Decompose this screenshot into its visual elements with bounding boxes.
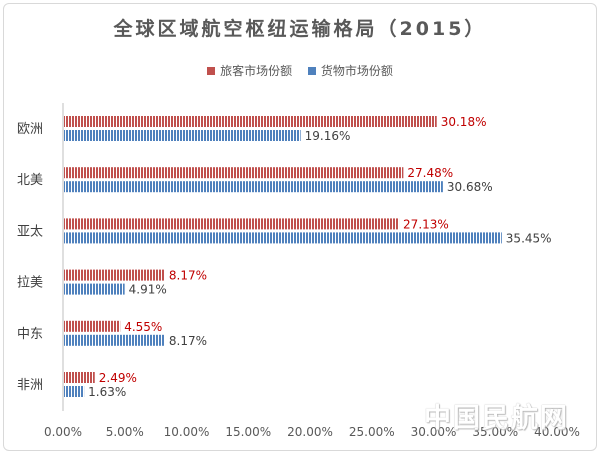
data-label-passenger: 2.49% <box>99 371 137 385</box>
x-tick-label: 5.00% <box>106 425 144 439</box>
data-label-cargo: 30.68% <box>447 180 493 194</box>
bar-passenger <box>64 167 404 179</box>
category-label: 北美 <box>17 173 43 188</box>
data-label-cargo: 19.16% <box>305 129 351 143</box>
bar-passenger <box>64 320 121 332</box>
data-label-passenger: 4.55% <box>124 320 162 334</box>
category-label: 亚太 <box>17 224 43 239</box>
bars-layer <box>64 116 502 397</box>
x-tick-label: 0.00% <box>44 425 82 439</box>
data-label-cargo: 35.45% <box>506 231 552 245</box>
category-label: 中东 <box>17 327 43 342</box>
chart-title: 全球区域航空枢纽运输格局（2015） <box>113 18 487 40</box>
labels-layer: 0.00% 5.00% 10.00% 15.00% 20.00% 25.00% 30.00%… <box>17 115 580 439</box>
data-label-cargo: 8.17% <box>169 334 207 348</box>
bar-cargo <box>64 181 443 193</box>
x-tick-label: 40.00% <box>534 425 580 439</box>
bar-cargo <box>64 334 165 346</box>
x-tick-label: 25.00% <box>349 425 395 439</box>
data-label-passenger: 8.17% <box>169 269 207 283</box>
bar-cargo <box>64 130 301 141</box>
data-label-passenger: 30.18% <box>441 115 487 129</box>
category-label: 非洲 <box>17 378 43 393</box>
legend-item-cargo: 货物市场份额 <box>307 62 393 79</box>
bar-cargo <box>64 283 125 295</box>
watermark-logo: 中国民航网 <box>424 403 569 434</box>
bar-cargo <box>64 386 85 397</box>
legend-swatch-passenger <box>207 66 216 75</box>
data-label-passenger: 27.13% <box>403 217 449 231</box>
legend-swatch-cargo <box>307 66 316 75</box>
category-label: 拉美 <box>17 276 43 291</box>
legend: 旅客市场份额 货物市场份额 <box>0 62 600 79</box>
x-tick-label: 20.00% <box>287 425 333 439</box>
legend-item-passenger: 旅客市场份额 <box>207 62 292 79</box>
bar-cargo <box>64 232 502 244</box>
x-tick-label: 30.00% <box>411 425 457 439</box>
bar-passenger <box>64 372 95 383</box>
category-label: 欧洲 <box>17 122 43 137</box>
x-tick-label: 35.00% <box>472 425 518 439</box>
bar-passenger <box>64 218 400 230</box>
legend-label-cargo: 货物市场份额 <box>320 64 393 78</box>
data-label-passenger: 27.48% <box>407 166 453 180</box>
data-label-cargo: 4.91% <box>129 283 167 297</box>
bar-passenger <box>64 116 437 127</box>
x-tick-label: 10.00% <box>164 425 210 439</box>
legend-label-passenger: 旅客市场份额 <box>220 64 293 78</box>
data-label-cargo: 1.63% <box>88 385 126 399</box>
x-tick-label: 15.00% <box>225 425 271 439</box>
bar-passenger <box>64 269 165 281</box>
